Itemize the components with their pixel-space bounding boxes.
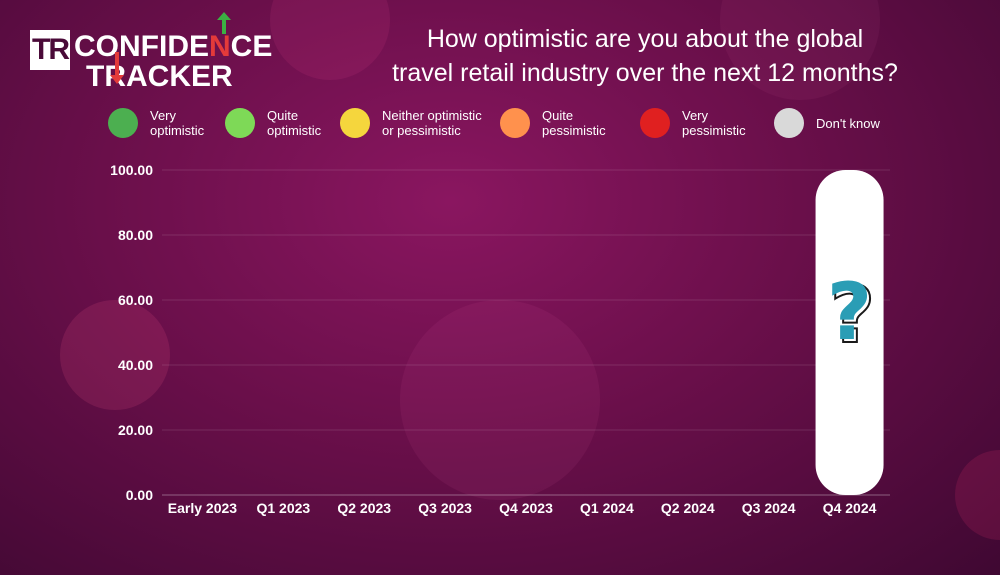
x-tick-label: Early 2023	[168, 500, 237, 516]
x-tick-label: Q4 2024	[823, 500, 877, 516]
legend-label: Quite optimistic	[267, 108, 322, 138]
legend-item: Very pessimistic	[640, 108, 746, 138]
legend-label: Very pessimistic	[682, 108, 746, 138]
legend-item: Quite optimistic	[225, 108, 321, 138]
legend-label: Very optimistic	[150, 108, 205, 138]
legend-item: Very optimistic	[108, 108, 204, 138]
question-mark-annotation: ?	[827, 268, 872, 358]
logo-line2: TRACKER	[86, 60, 233, 93]
chart-title: How optimistic are you about the global …	[330, 22, 960, 90]
chart-legend: Very optimistic Quite optimistic Neither o…	[108, 108, 908, 148]
question-mark-outline: ?	[830, 271, 875, 361]
legend-item: Quite pessimistic	[500, 108, 606, 138]
logo-line1: CONFIDENCE	[74, 30, 273, 63]
legend-swatch	[225, 108, 255, 138]
placeholder-bar	[815, 170, 884, 495]
x-tick-label: Q3 2024	[742, 500, 796, 516]
x-tick-label: Q2 2023	[337, 500, 391, 516]
x-tick-label: Q1 2024	[580, 500, 634, 516]
y-tick-label: 0.00	[126, 487, 153, 503]
y-tick-label: 100.00	[110, 162, 153, 178]
chart-title-line: travel retail industry over the next 12 …	[392, 59, 898, 87]
legend-label: Don't know	[816, 115, 880, 131]
chart-title-line: How optimistic are you about the global	[426, 25, 864, 53]
legend-swatch	[108, 108, 138, 138]
logo-tr-mark: TR	[30, 30, 70, 70]
x-tick-label: Q1 2023	[256, 500, 310, 516]
x-tick-label: Q2 2024	[661, 500, 715, 516]
y-tick-label: 20.00	[118, 422, 153, 438]
legend-item: Neither optimistic or pessimistic	[340, 108, 482, 138]
y-tick-label: 60.00	[118, 292, 153, 308]
y-tick-label: 40.00	[118, 357, 153, 373]
legend-item: Don't know	[774, 108, 880, 138]
legend-label: Neither optimistic or pessimistic	[382, 108, 482, 138]
legend-label: Quite pessimistic	[542, 108, 606, 138]
legend-swatch	[640, 108, 670, 138]
arrow-up-icon	[217, 12, 231, 34]
legend-swatch	[774, 108, 804, 138]
arrow-down-icon	[110, 52, 124, 84]
x-tick-label: Q3 2023	[418, 500, 472, 516]
y-tick-label: 80.00	[118, 227, 153, 243]
confidence-tracker-logo: TR CONFIDENCE TRACKER	[30, 12, 280, 93]
legend-swatch	[500, 108, 530, 138]
legend-swatch	[340, 108, 370, 138]
x-tick-label: Q4 2023	[499, 500, 553, 516]
